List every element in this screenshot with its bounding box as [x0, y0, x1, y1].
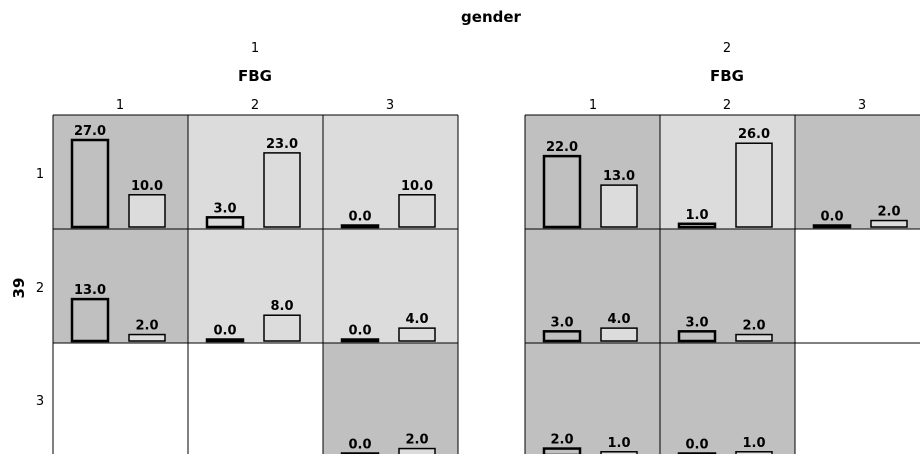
- cell-bg-g1-r1-c2: [188, 115, 323, 229]
- bar-label-g2-r1-c2-2: 26.0: [738, 127, 770, 142]
- bar-label-g2-r3-c1-2: 1.0: [607, 436, 630, 451]
- fbg-level-label-g2-1: 1: [589, 98, 597, 113]
- row-level-label-2: 2: [36, 281, 44, 296]
- bar-label-g2-r1-c1-1: 22.0: [546, 140, 578, 155]
- cell-bg-g2-r3-c2: [660, 343, 795, 454]
- bar-g1-r1-c2-1: [205, 216, 245, 229]
- cell-bg-g2-r2-c1: [525, 229, 660, 343]
- gender-level-label-1: 1: [251, 41, 259, 56]
- bar-g1-r2-c2-2: [263, 314, 301, 342]
- bar-g2-r1-c1-2: [600, 184, 638, 228]
- bar-g2-r1-c3-2: [870, 219, 908, 228]
- grid-layer: [52, 114, 920, 454]
- bar-g2-r3-c1-1: [542, 447, 582, 454]
- gender-level-label-2: 2: [723, 41, 731, 56]
- bar-label-g1-r1-c2-1: 3.0: [213, 201, 236, 216]
- bar-label-g2-r1-c2-1: 1.0: [685, 208, 708, 223]
- cell-bg-g2-r2-c2: [660, 229, 795, 343]
- bar-label-g2-r2-c2-2: 2.0: [742, 319, 765, 334]
- bar-g1-r1-c1-2: [128, 194, 166, 228]
- cell-bg-g1-r2-c3: [323, 229, 458, 343]
- bar-label-g2-r2-c1-2: 4.0: [607, 312, 630, 327]
- cell-bg-g2-r3-c3: [795, 343, 920, 454]
- bar-g2-r1-c2-1: [677, 222, 717, 229]
- cell-bg-g1-r3-c2: [188, 343, 323, 454]
- bar-g2-r2-c1-2: [600, 327, 638, 342]
- bar-label-g2-r3-c1-1: 2.0: [550, 433, 573, 448]
- bar-g2-r3-c1-2: [600, 451, 638, 454]
- bar-label-g2-r2-c1-1: 3.0: [550, 315, 573, 330]
- row-level-label-1: 1: [36, 167, 44, 182]
- cell-bg-g2-r1-c2: [660, 115, 795, 229]
- fbg-level-label-g2-3: 3: [858, 98, 866, 113]
- cell-bg-g1-r3-c1: [53, 343, 188, 454]
- fbg-level-label-g1-1: 1: [116, 98, 124, 113]
- fbg-level-label-g2-2: 2: [723, 98, 731, 113]
- cell-bg-g1-r1-c3: [323, 115, 458, 229]
- bar-g1-r2-c3-2: [398, 327, 436, 342]
- fbg-axis-title-left: FBG: [238, 67, 272, 85]
- bar-label-g1-r1-c2-2: 23.0: [266, 137, 298, 152]
- bar-g1-r1-c1-1: [70, 138, 110, 229]
- row-level-label-3: 3: [36, 394, 44, 409]
- bar-g1-r3-c3-2: [398, 447, 436, 454]
- bar-g2-r1-c1-1: [542, 154, 582, 229]
- bar-label-g2-r2-c2-1: 3.0: [685, 315, 708, 330]
- cell-bg-g1-r3-c3: [323, 343, 458, 454]
- bar-g2-r3-c2-2: [735, 451, 773, 454]
- bar-label-g2-r3-c2-1: 0.0: [685, 438, 708, 453]
- bar-label-g1-r2-c3-1: 0.0: [348, 324, 371, 339]
- bar-label-g2-r3-c2-2: 1.0: [742, 436, 765, 451]
- cell-bg-g2-r1-c3: [795, 115, 920, 229]
- bar-label-g1-r1-c3-2: 10.0: [401, 179, 433, 194]
- row-axis-title: 39: [10, 278, 28, 299]
- bar-label-g1-r1-c1-1: 27.0: [74, 124, 106, 139]
- bar-label-g1-r1-c3-1: 0.0: [348, 210, 371, 225]
- cells-layer: 27.0 10.0 3.0 23.0 0.0 10.0 13.0 2.0 0.0 8.0 0.0 4.…: [53, 115, 920, 454]
- facet-title: gender: [461, 8, 522, 26]
- bar-label-g1-r2-c1-2: 2.0: [135, 319, 158, 334]
- cell-bg-g1-r2-c1: [53, 229, 188, 343]
- bar-g2-r1-c2-2: [735, 142, 773, 228]
- bar-label-g1-r1-c1-2: 10.0: [131, 179, 163, 194]
- fbg-level-label-g1-3: 3: [386, 98, 394, 113]
- bar-g2-r2-c2-2: [735, 333, 773, 342]
- bar-g2-r1-c3-1: [812, 224, 852, 229]
- bar-label-g1-r3-c3-1: 0.0: [348, 438, 371, 453]
- bar-label-g1-r2-c3-2: 4.0: [405, 312, 428, 327]
- bar-g2-r2-c1-1: [542, 330, 582, 343]
- bar-g1-r1-c3-2: [398, 194, 436, 228]
- fbg-axis-title-right: FBG: [710, 67, 744, 85]
- bar-g1-r2-c2-1: [205, 338, 245, 343]
- bar-label-g1-r3-c3-2: 2.0: [405, 433, 428, 448]
- cell-bg-g2-r2-c3: [795, 229, 920, 343]
- bar-label-g1-r2-c2-2: 8.0: [270, 299, 293, 314]
- bar-label-g2-r1-c3-1: 0.0: [820, 210, 843, 225]
- bar-g1-r2-c3-1: [340, 338, 380, 343]
- bar-g2-r2-c2-1: [677, 330, 717, 343]
- cell-bg-g2-r3-c1: [525, 343, 660, 454]
- bar-g1-r2-c1-2: [128, 333, 166, 342]
- bar-label-g2-r1-c3-2: 2.0: [877, 205, 900, 220]
- fbg-level-label-g1-2: 2: [251, 98, 259, 113]
- bar-g1-r2-c1-1: [70, 297, 110, 343]
- bar-label-g2-r1-c1-2: 13.0: [603, 169, 635, 184]
- bar-label-g1-r2-c2-1: 0.0: [213, 324, 236, 339]
- cell-bg-g1-r2-c2: [188, 229, 323, 343]
- bar-g1-r1-c2-2: [263, 152, 301, 228]
- bar-label-g1-r2-c1-1: 13.0: [74, 283, 106, 298]
- bar-g1-r1-c3-1: [340, 224, 380, 229]
